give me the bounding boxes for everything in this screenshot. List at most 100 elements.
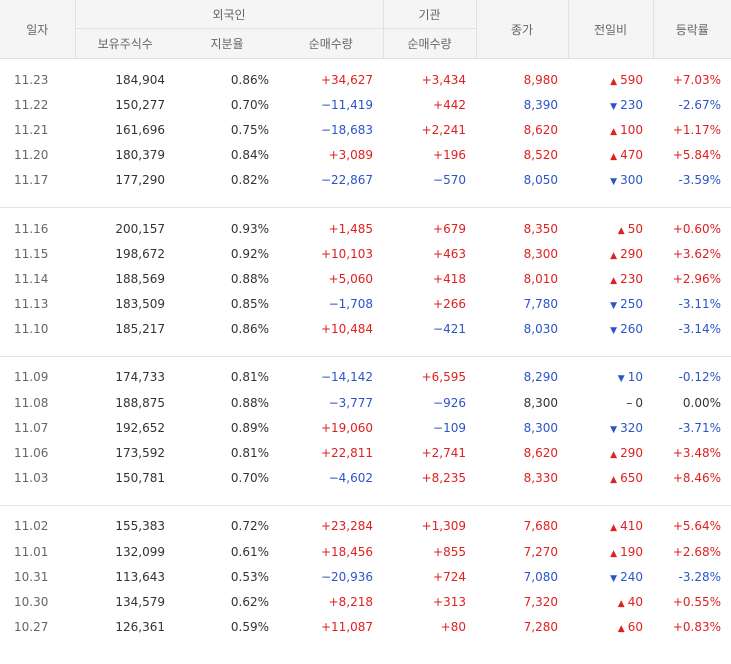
close-cell: 8,620: [523, 122, 558, 137]
inst-net-cell: +2,241: [421, 122, 466, 137]
ratio-cell: 0.89%: [230, 420, 269, 435]
holdings-cell: 126,361: [115, 620, 165, 635]
ratio-cell: 0.62%: [230, 594, 269, 609]
date-cell: 11.07: [14, 420, 49, 435]
separator-cell: [383, 192, 476, 208]
group-separator: [0, 341, 731, 357]
table-row: 11.06 173,592 0.81% +22,811 +2,741 8,620 ▲ 290 +…: [0, 440, 731, 465]
change-cell: ▼ 10: [568, 365, 653, 390]
date-cell: 11.22: [14, 97, 49, 112]
change-cell: ▲ 190: [568, 539, 653, 564]
table-row: 11.01 132,099 0.61% +18,456 +855 7,270 ▲ 190 +2.…: [0, 539, 731, 564]
change-value: 410: [620, 519, 643, 534]
close-cell: 7,320: [523, 594, 558, 609]
header-foreign-group: 외국인: [75, 0, 384, 29]
holdings-cell: 174,733: [115, 370, 165, 385]
date-cell: 11.09: [14, 370, 49, 385]
inst-net-cell: −570: [433, 173, 466, 188]
change-value: 190: [620, 544, 643, 559]
close-cell: 7,270: [523, 544, 558, 559]
table-row: 10.27 126,361 0.59% +11,087 +80 7,280 ▲ 60 +0.83…: [0, 615, 731, 640]
separator-cell: [75, 192, 175, 208]
table-row: 11.23 184,904 0.86% +34,627 +3,434 8,980 ▲ 590 +…: [0, 67, 731, 92]
rate-cell: +2.96%: [672, 271, 721, 286]
change-value: 230: [620, 271, 643, 286]
date-cell: 11.17: [14, 173, 49, 188]
inst-net-cell: +679: [433, 221, 466, 236]
change-value: 290: [620, 446, 643, 461]
close-cell: 8,300: [523, 246, 558, 261]
foreign-net-cell: +10,484: [320, 322, 373, 337]
rate-cell: +7.03%: [672, 72, 721, 87]
holdings-cell: 150,277: [115, 97, 165, 112]
table-row: 11.21 161,696 0.75% −18,683 +2,241 8,620 ▲ 100 +…: [0, 117, 731, 142]
change-value: 230: [620, 97, 643, 112]
separator-cell: [476, 505, 568, 514]
group-separator: [0, 59, 731, 68]
change-value: 50: [627, 221, 643, 236]
down-triangle-icon: ▼: [617, 374, 625, 385]
inst-net-cell: +855: [433, 544, 466, 559]
separator-cell: [383, 356, 476, 365]
ratio-cell: 0.82%: [230, 173, 269, 188]
group-separator: [0, 192, 731, 208]
separator-cell: [175, 59, 279, 68]
foreign-net-cell: +3,089: [328, 148, 373, 163]
date-cell: 11.03: [14, 471, 49, 486]
date-cell: 11.06: [14, 446, 49, 461]
date-cell: 11.16: [14, 221, 49, 236]
inst-net-cell: +1,309: [421, 519, 466, 534]
change-value: 260: [620, 322, 643, 337]
date-cell: 11.23: [14, 72, 49, 87]
separator-cell: [75, 505, 175, 514]
header-ratio: 지분율: [175, 28, 279, 59]
separator-cell: [75, 207, 175, 216]
date-cell: 10.31: [14, 569, 49, 584]
separator-cell: [653, 490, 731, 506]
change-value: 320: [620, 420, 643, 435]
foreign-net-cell: −3,777: [328, 395, 373, 410]
rate-cell: -3.14%: [678, 322, 721, 337]
separator-cell: [279, 207, 383, 216]
separator-cell: [476, 192, 568, 208]
separator-cell: [0, 192, 75, 208]
foreign-net-cell: +5,060: [328, 271, 373, 286]
foreign-net-cell: +19,060: [320, 420, 373, 435]
change-value: 290: [620, 246, 643, 261]
separator-cell: [175, 505, 279, 514]
change-cell: ▲ 290: [568, 440, 653, 465]
change-cell: ▼ 260: [568, 317, 653, 342]
separator-cell: [476, 490, 568, 506]
ratio-cell: 0.88%: [230, 395, 269, 410]
up-triangle-icon: ▲: [610, 523, 618, 534]
ratio-cell: 0.86%: [230, 72, 269, 87]
change-value: 240: [620, 569, 643, 584]
foreign-net-cell: +18,456: [320, 544, 373, 559]
foreign-net-cell: +8,218: [328, 594, 373, 609]
change-value: 0: [635, 395, 643, 410]
change-value: 60: [627, 620, 643, 635]
separator-cell: [383, 207, 476, 216]
up-triangle-icon: ▲: [617, 598, 625, 609]
change-cell: ▼ 240: [568, 564, 653, 589]
close-cell: 7,680: [523, 519, 558, 534]
rate-cell: +5.84%: [672, 148, 721, 163]
separator-cell: [568, 490, 653, 506]
separator-cell: [175, 192, 279, 208]
table-row: 11.20 180,379 0.84% +3,089 +196 8,520 ▲ 470 +5.8…: [0, 143, 731, 168]
foreign-net-cell: −14,142: [320, 370, 373, 385]
separator-cell: [0, 490, 75, 506]
table-row: 10.30 134,579 0.62% +8,218 +313 7,320 ▲ 40 +0.55…: [0, 589, 731, 614]
change-cell: ▲ 230: [568, 266, 653, 291]
table-row: 11.03 150,781 0.70% −4,602 +8,235 8,330 ▲ 650 +8…: [0, 466, 731, 491]
rate-cell: +3.62%: [672, 246, 721, 261]
separator-cell: [383, 59, 476, 68]
up-triangle-icon: ▲: [610, 275, 618, 286]
up-triangle-icon: ▲: [610, 450, 618, 461]
up-triangle-icon: ▲: [610, 250, 618, 261]
up-triangle-icon: ▲: [610, 76, 618, 87]
rate-cell: +0.60%: [672, 221, 721, 236]
table-row: 11.22 150,277 0.70% −11,419 +442 8,390 ▼ 230 -2.…: [0, 92, 731, 117]
group-separator: [0, 207, 731, 216]
separator-cell: [75, 490, 175, 506]
